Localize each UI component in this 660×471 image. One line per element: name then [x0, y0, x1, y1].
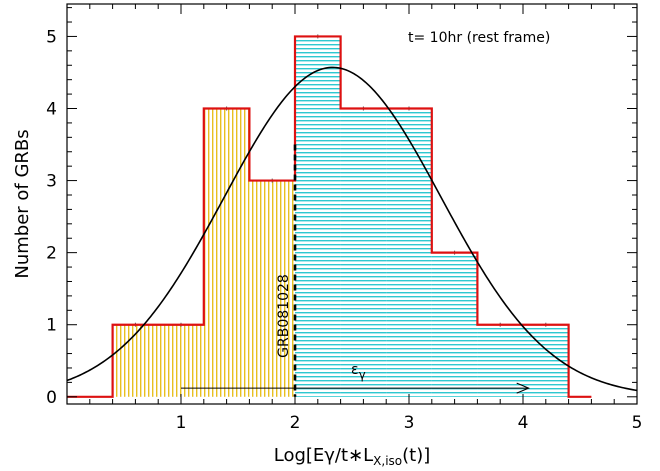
x-tick-label: 4: [518, 413, 529, 433]
histogram-bars: [67, 34, 592, 398]
histogram-bar: [112, 324, 159, 397]
x-axis-title-sub: X,iso: [373, 454, 402, 468]
histogram-bar: [340, 108, 387, 397]
x-axis-title-main: Log[Eγ/t∗L: [274, 445, 373, 466]
time-annotation: t= 10hr (rest frame): [408, 30, 550, 46]
y-tick-label: 4: [46, 100, 57, 120]
x-axis-title: Log[Eγ/t∗LX,iso(t)]: [274, 445, 431, 468]
x-axis-title-tail: (t)]: [402, 445, 430, 466]
y-tick-label: 2: [46, 244, 57, 264]
epsilon-symbol: ε: [351, 362, 359, 378]
x-tick-label: 3: [404, 413, 415, 433]
histogram-bar: [477, 324, 523, 397]
axes-group: 1 2 3 4 5 0 1 2 3 4 5: [46, 3, 643, 433]
epsilon-subscript: γ: [359, 368, 366, 382]
y-axis-title: Number of GRBs: [12, 129, 33, 278]
annotations-group: [181, 144, 531, 397]
histogram-bar: [249, 180, 295, 397]
histogram-bar: [386, 108, 432, 397]
y-tick-label: 0: [46, 388, 57, 408]
histogram-outline: [67, 35, 592, 398]
gaussian-fit-curve: [67, 66, 637, 392]
y-tick-label: 3: [46, 172, 57, 192]
epsilon-arrow-head: [516, 382, 531, 394]
histogram-bar: [295, 36, 341, 397]
y-tick-label: 1: [46, 316, 57, 336]
plot-frame: [66, 3, 638, 405]
histogram-bar: [431, 252, 478, 397]
epsilon-annotation: εγ: [351, 362, 366, 382]
grb-annotation: GRB081028: [276, 274, 292, 358]
gaussian-fit-group: [67, 66, 637, 392]
histogram-bar: [158, 324, 204, 397]
x-tick-label: 5: [632, 413, 643, 433]
x-tick-label: 1: [176, 413, 187, 433]
x-tick-label: 2: [290, 413, 301, 433]
y-tick-label: 5: [46, 27, 57, 47]
histogram-bar: [203, 108, 250, 397]
